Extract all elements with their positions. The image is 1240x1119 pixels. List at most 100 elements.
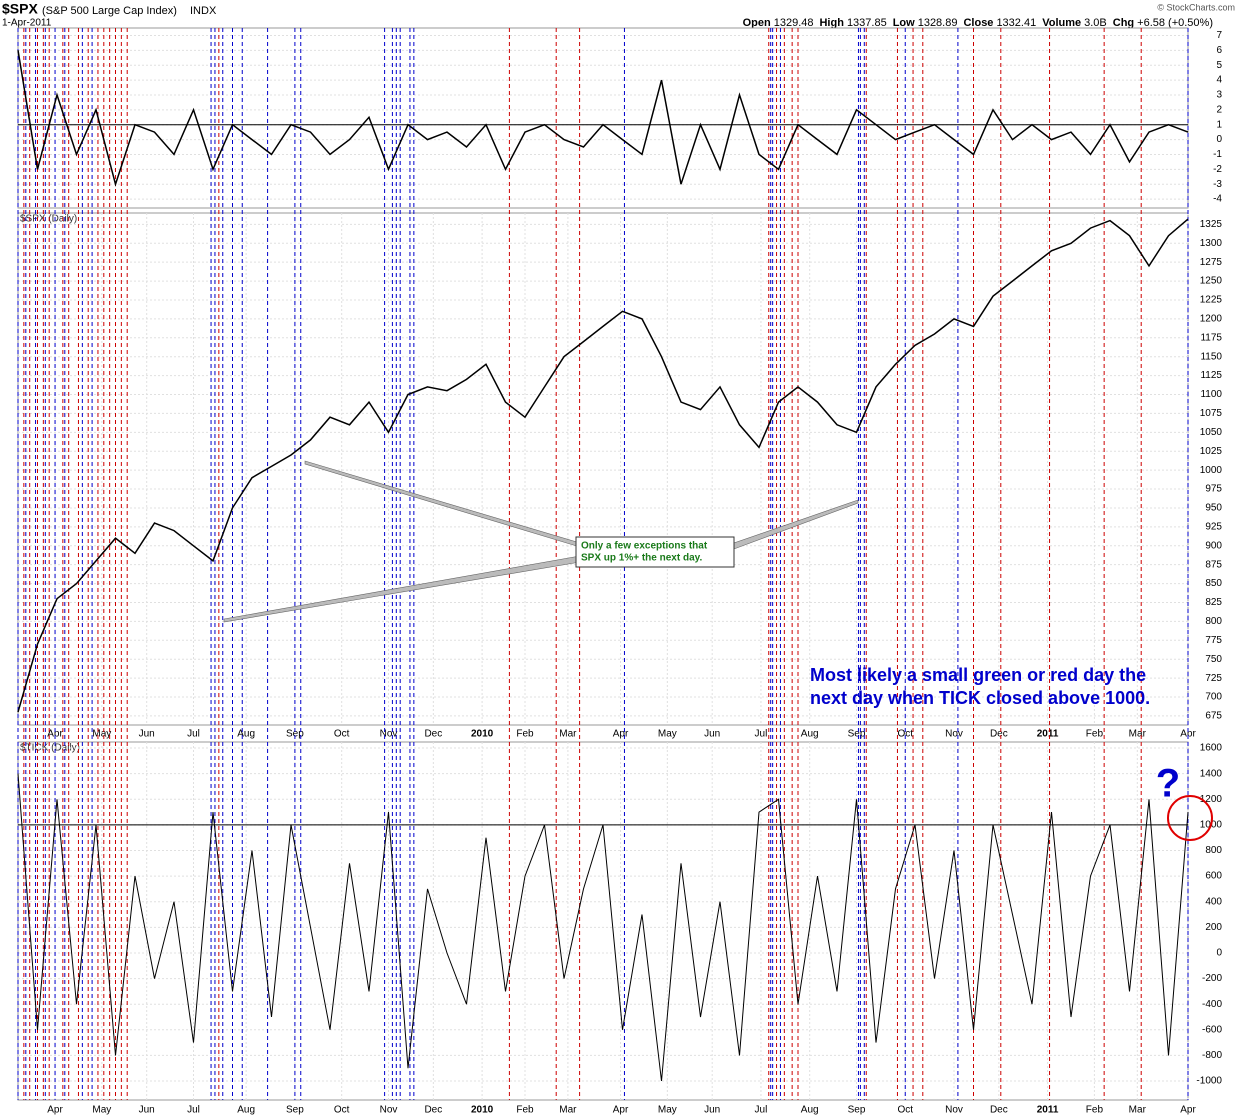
callout-text: Only a few exceptions that — [581, 541, 708, 552]
x-tick-label: Nov — [380, 729, 398, 740]
y-tick-label: 0 — [1216, 134, 1222, 145]
y-tick-label: 1100 — [1200, 389, 1222, 400]
data-line — [17, 50, 1189, 187]
x-tick-label: Oct — [897, 1105, 913, 1116]
y-tick-label: -200 — [1202, 973, 1222, 984]
copyright: © StockCharts.com — [1157, 2, 1235, 12]
quote-label: Volume — [1042, 17, 1081, 29]
y-tick-label: 825 — [1205, 597, 1222, 608]
x-tick-label: Aug — [801, 729, 819, 740]
y-tick-label: 7 — [1216, 30, 1222, 41]
y-tick-label: 800 — [1205, 845, 1222, 856]
y-tick-label: 1275 — [1200, 257, 1223, 268]
y-tick-label: 200 — [1205, 922, 1222, 933]
pointer — [733, 499, 859, 550]
x-tick-label: Feb — [516, 1105, 534, 1116]
x-tick-label: May — [92, 729, 111, 740]
data-line — [17, 773, 1189, 1082]
y-tick-label: 925 — [1205, 521, 1222, 532]
x-tick-label: 2010 — [471, 1105, 494, 1116]
y-tick-label: 1300 — [1200, 238, 1223, 249]
x-tick-label: Apr — [613, 1105, 629, 1116]
x-tick-label: Nov — [945, 729, 963, 740]
x-tick-label: 2011 — [1037, 729, 1059, 740]
y-tick-label: 2 — [1216, 104, 1222, 115]
y-tick-label: 400 — [1205, 896, 1222, 907]
y-tick-label: 800 — [1205, 616, 1222, 627]
x-tick-label: Sep — [286, 1105, 304, 1116]
y-tick-label: -4 — [1213, 194, 1222, 205]
x-tick-label: Jun — [139, 1105, 155, 1116]
note-text: Most likely a small green or red day the — [810, 665, 1146, 685]
y-tick-label: 1175 — [1200, 332, 1222, 343]
data-line — [17, 218, 1189, 713]
quote-value: 1328.89 — [918, 17, 958, 29]
x-tick-label: Feb — [1086, 729, 1104, 740]
x-tick-label: Oct — [897, 729, 913, 740]
y-tick-label: -2 — [1213, 164, 1222, 175]
y-tick-label: 900 — [1205, 540, 1222, 551]
y-tick-label: 3 — [1216, 90, 1222, 101]
y-tick-label: 600 — [1205, 871, 1222, 882]
quote-label: Low — [893, 17, 915, 29]
y-tick-label: -1000 — [1196, 1076, 1222, 1087]
x-tick-label: 2010 — [471, 729, 494, 740]
y-tick-label: 1600 — [1200, 743, 1223, 754]
quote-label: High — [819, 17, 844, 29]
y-tick-label: 675 — [1205, 711, 1222, 722]
x-tick-label: Jul — [187, 729, 200, 740]
y-tick-label: -400 — [1202, 999, 1222, 1010]
y-tick-label: 875 — [1205, 559, 1222, 570]
x-tick-label: Apr — [613, 729, 629, 740]
x-tick-label: Jul — [755, 729, 768, 740]
y-tick-label: 725 — [1205, 673, 1222, 684]
x-tick-label: Aug — [237, 1105, 255, 1116]
quote-label: Open — [743, 17, 771, 29]
y-tick-label: 850 — [1205, 578, 1222, 589]
y-tick-label: 1325 — [1200, 219, 1223, 230]
x-tick-label: Feb — [516, 729, 534, 740]
x-tick-label: Mar — [559, 729, 577, 740]
x-tick-label: Nov — [945, 1105, 963, 1116]
y-tick-label: 1400 — [1200, 768, 1223, 779]
x-tick-label: Mar — [1129, 729, 1147, 740]
x-tick-label: Mar — [559, 1105, 577, 1116]
y-tick-label: 4 — [1216, 75, 1222, 86]
y-tick-label: 1225 — [1200, 295, 1223, 306]
x-tick-label: Aug — [237, 729, 255, 740]
y-tick-label: 975 — [1205, 484, 1222, 495]
date: 1-Apr-2011 — [2, 18, 52, 29]
quote-line: Open 1329.48 High 1337.85 Low 1328.89 Close 133… — [743, 17, 1213, 29]
x-tick-label: 2011 — [1037, 1105, 1059, 1116]
quote-value: 1332.41 — [996, 17, 1036, 29]
x-tick-label: Apr — [1180, 729, 1196, 740]
note-text: next day when TICK closed above 1000. — [810, 688, 1150, 708]
x-tick-label: Apr — [47, 1105, 63, 1116]
y-tick-label: 750 — [1205, 654, 1222, 665]
question-mark: ? — [1156, 762, 1180, 806]
quote-label: Chg — [1113, 17, 1134, 29]
y-tick-label: 1000 — [1200, 465, 1223, 476]
quote-value: 3.0B — [1084, 17, 1107, 29]
x-tick-label: Mar — [1129, 1105, 1147, 1116]
y-tick-label: -1 — [1213, 149, 1222, 160]
quote-label: Close — [963, 17, 993, 29]
x-tick-label: Dec — [990, 729, 1008, 740]
y-tick-label: 6 — [1216, 45, 1222, 56]
x-tick-label: Jul — [755, 1105, 768, 1116]
x-tick-label: Sep — [848, 729, 866, 740]
x-tick-label: Oct — [334, 729, 350, 740]
symbol: $SPX — [2, 1, 38, 17]
y-tick-label: 700 — [1205, 692, 1222, 703]
x-tick-label: Apr — [1180, 1105, 1196, 1116]
x-tick-label: May — [92, 1105, 111, 1116]
pointer — [223, 555, 581, 623]
x-tick-label: Dec — [990, 1105, 1008, 1116]
x-tick-label: Feb — [1086, 1105, 1104, 1116]
callout-text: SPX up 1%+ the next day. — [581, 553, 702, 564]
callout-box — [575, 536, 735, 568]
y-tick-label: 1250 — [1200, 276, 1223, 287]
quote-value: +6.58 (+0.50%) — [1137, 17, 1213, 29]
x-tick-label: Sep — [286, 729, 304, 740]
